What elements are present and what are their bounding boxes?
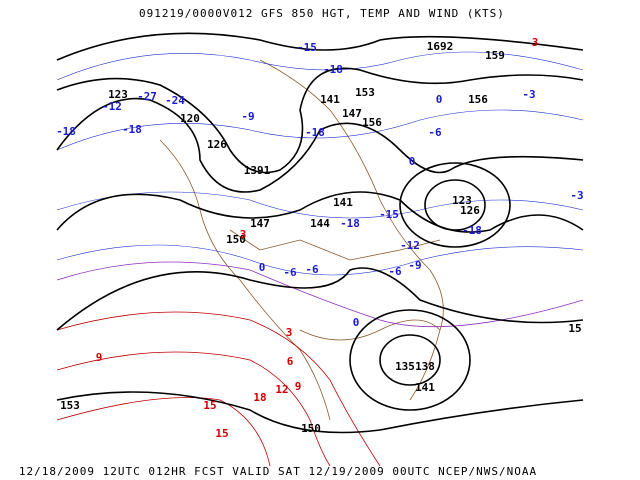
contour-label: -12 — [102, 100, 122, 113]
contour-label: 126 — [207, 138, 227, 151]
contour-label: -6 — [428, 126, 442, 139]
contour-label: 141 — [320, 93, 340, 106]
contour-label: 123 — [452, 194, 472, 207]
map-frame — [57, 33, 583, 466]
contour-label: 147 — [250, 217, 270, 230]
contour-label: 9 — [96, 351, 103, 364]
contour-label: -3 — [522, 88, 535, 101]
contour-label: -18 — [305, 126, 325, 139]
contour-label: -15 — [297, 41, 317, 54]
contour-label: -3 — [570, 189, 583, 202]
contour-label: -18 — [462, 224, 482, 237]
contour-label: 138 — [415, 360, 435, 373]
contour-label: -18 — [323, 63, 343, 76]
contour-label: 150 — [226, 233, 246, 246]
contour-label: 3 — [286, 326, 293, 339]
contour-label: 120 — [180, 112, 200, 125]
contour-label: 0 — [436, 93, 443, 106]
contour-label: 0 — [409, 155, 416, 168]
contour-label: -6 — [388, 265, 402, 278]
contour-label: 153 — [60, 399, 80, 412]
contour-label: 135 — [395, 360, 415, 373]
contour-label: 0 — [259, 261, 266, 274]
isotherms-zero — [56, 261, 584, 328]
contour-label: 159 — [485, 49, 505, 62]
contour-label: 9 — [295, 380, 302, 393]
title: 091219/0000V012 GFS 850 HGT, TEMP AND WI… — [139, 7, 505, 20]
contour-label: 6 — [287, 355, 294, 368]
footer: 12/18/2009 12UTC 012HR FCST VALID SAT 12… — [19, 465, 537, 478]
isotherms-warm — [56, 311, 381, 467]
contour-label: 150 — [301, 422, 321, 435]
height-contours — [56, 32, 584, 434]
contour-label: 123 — [108, 88, 128, 101]
contour-label: 0 — [353, 316, 360, 329]
map-area — [56, 32, 584, 467]
contour-label: 1692 — [427, 40, 454, 53]
contour-label: 153 — [355, 86, 375, 99]
contour-labels: 1692159123120141153147156156126139114114… — [56, 36, 584, 440]
contour-label: -24 — [165, 94, 185, 107]
contour-label: -15 — [379, 208, 399, 221]
contour-label: -18 — [340, 217, 360, 230]
contour-label: -9 — [408, 259, 421, 272]
contour-label: 126 — [460, 204, 480, 217]
contour-label: 12 — [275, 383, 288, 396]
contour-label: -9 — [241, 110, 254, 123]
contour-label: 144 — [310, 217, 330, 230]
contour-label: -12 — [400, 239, 420, 252]
contour-label: -27 — [137, 90, 157, 103]
wind-and-isotherms — [56, 51, 584, 276]
contour-label: 141 — [415, 381, 435, 394]
contour-label: 147 — [342, 107, 362, 120]
contour-label: 3 — [532, 36, 539, 49]
contour-label: 18 — [253, 391, 266, 404]
contour-label: -6 — [305, 263, 319, 276]
contour-label: 1391 — [244, 164, 271, 177]
contour-label: 156 — [468, 93, 488, 106]
coastlines — [159, 59, 444, 421]
contour-label: -18 — [56, 125, 76, 138]
contour-label: 156 — [362, 116, 382, 129]
contour-label: 3 — [240, 228, 247, 241]
contour-label: 15 — [215, 427, 228, 440]
contour-label: 15 — [203, 399, 216, 412]
contour-label: -18 — [122, 123, 142, 136]
contour-label: -6 — [283, 266, 297, 279]
contour-label: 141 — [333, 196, 353, 209]
contour-label: 15 — [568, 322, 581, 335]
